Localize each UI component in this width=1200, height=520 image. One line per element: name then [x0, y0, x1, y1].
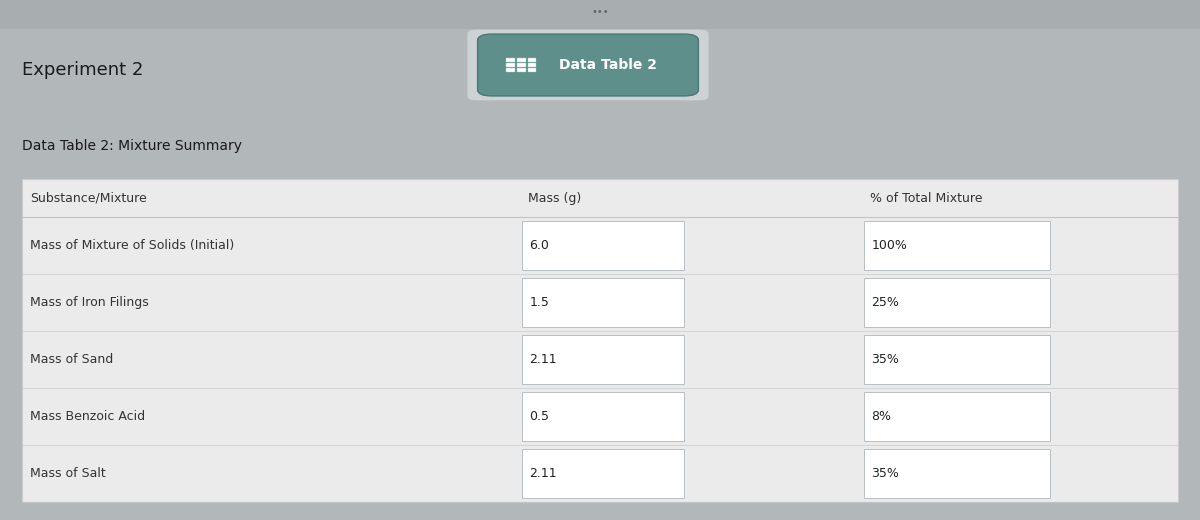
Bar [522, 278, 684, 327]
Text: 100%: 100% [871, 239, 907, 252]
Bar [522, 449, 684, 498]
Bar [506, 63, 515, 67]
Bar [864, 335, 1050, 384]
Text: 0.5: 0.5 [529, 410, 550, 423]
Text: Data Table 2: Mixture Summary: Data Table 2: Mixture Summary [22, 139, 241, 152]
Bar [864, 278, 1050, 327]
Bar [528, 58, 536, 62]
Bar [864, 392, 1050, 440]
Text: 6.0: 6.0 [529, 239, 550, 252]
Bar [517, 58, 526, 62]
Bar [506, 68, 515, 71]
Text: Mass of Mixture of Solids (Initial): Mass of Mixture of Solids (Initial) [30, 239, 234, 252]
Bar [522, 392, 684, 440]
Bar [22, 179, 1178, 502]
Bar [864, 449, 1050, 498]
Text: •••: ••• [592, 7, 608, 17]
Text: Mass of Iron Filings: Mass of Iron Filings [30, 296, 149, 309]
Text: Mass of Sand: Mass of Sand [30, 353, 113, 366]
Text: Experiment 2: Experiment 2 [22, 61, 143, 79]
Text: Mass of Salt: Mass of Salt [30, 467, 106, 480]
FancyBboxPatch shape [478, 34, 698, 96]
Text: 2.11: 2.11 [529, 353, 557, 366]
Bar [522, 221, 684, 270]
Text: Mass Benzoic Acid: Mass Benzoic Acid [30, 410, 145, 423]
Text: 25%: 25% [871, 296, 899, 309]
Text: 35%: 35% [871, 353, 899, 366]
Text: 2.11: 2.11 [529, 467, 557, 480]
Text: Data Table 2: Data Table 2 [559, 58, 658, 72]
Bar [0, 0, 1200, 29]
Bar [864, 221, 1050, 270]
Bar [506, 58, 515, 62]
Bar [522, 335, 684, 384]
Text: 1.5: 1.5 [529, 296, 550, 309]
Text: Mass (g): Mass (g) [528, 191, 581, 204]
Text: 35%: 35% [871, 467, 899, 480]
Bar [517, 63, 526, 67]
Bar [528, 68, 536, 71]
Text: % of Total Mixture: % of Total Mixture [870, 191, 983, 204]
FancyBboxPatch shape [468, 30, 708, 100]
Bar [528, 63, 536, 67]
Text: 8%: 8% [871, 410, 892, 423]
Text: Substance/Mixture: Substance/Mixture [30, 191, 146, 204]
Bar [517, 68, 526, 71]
